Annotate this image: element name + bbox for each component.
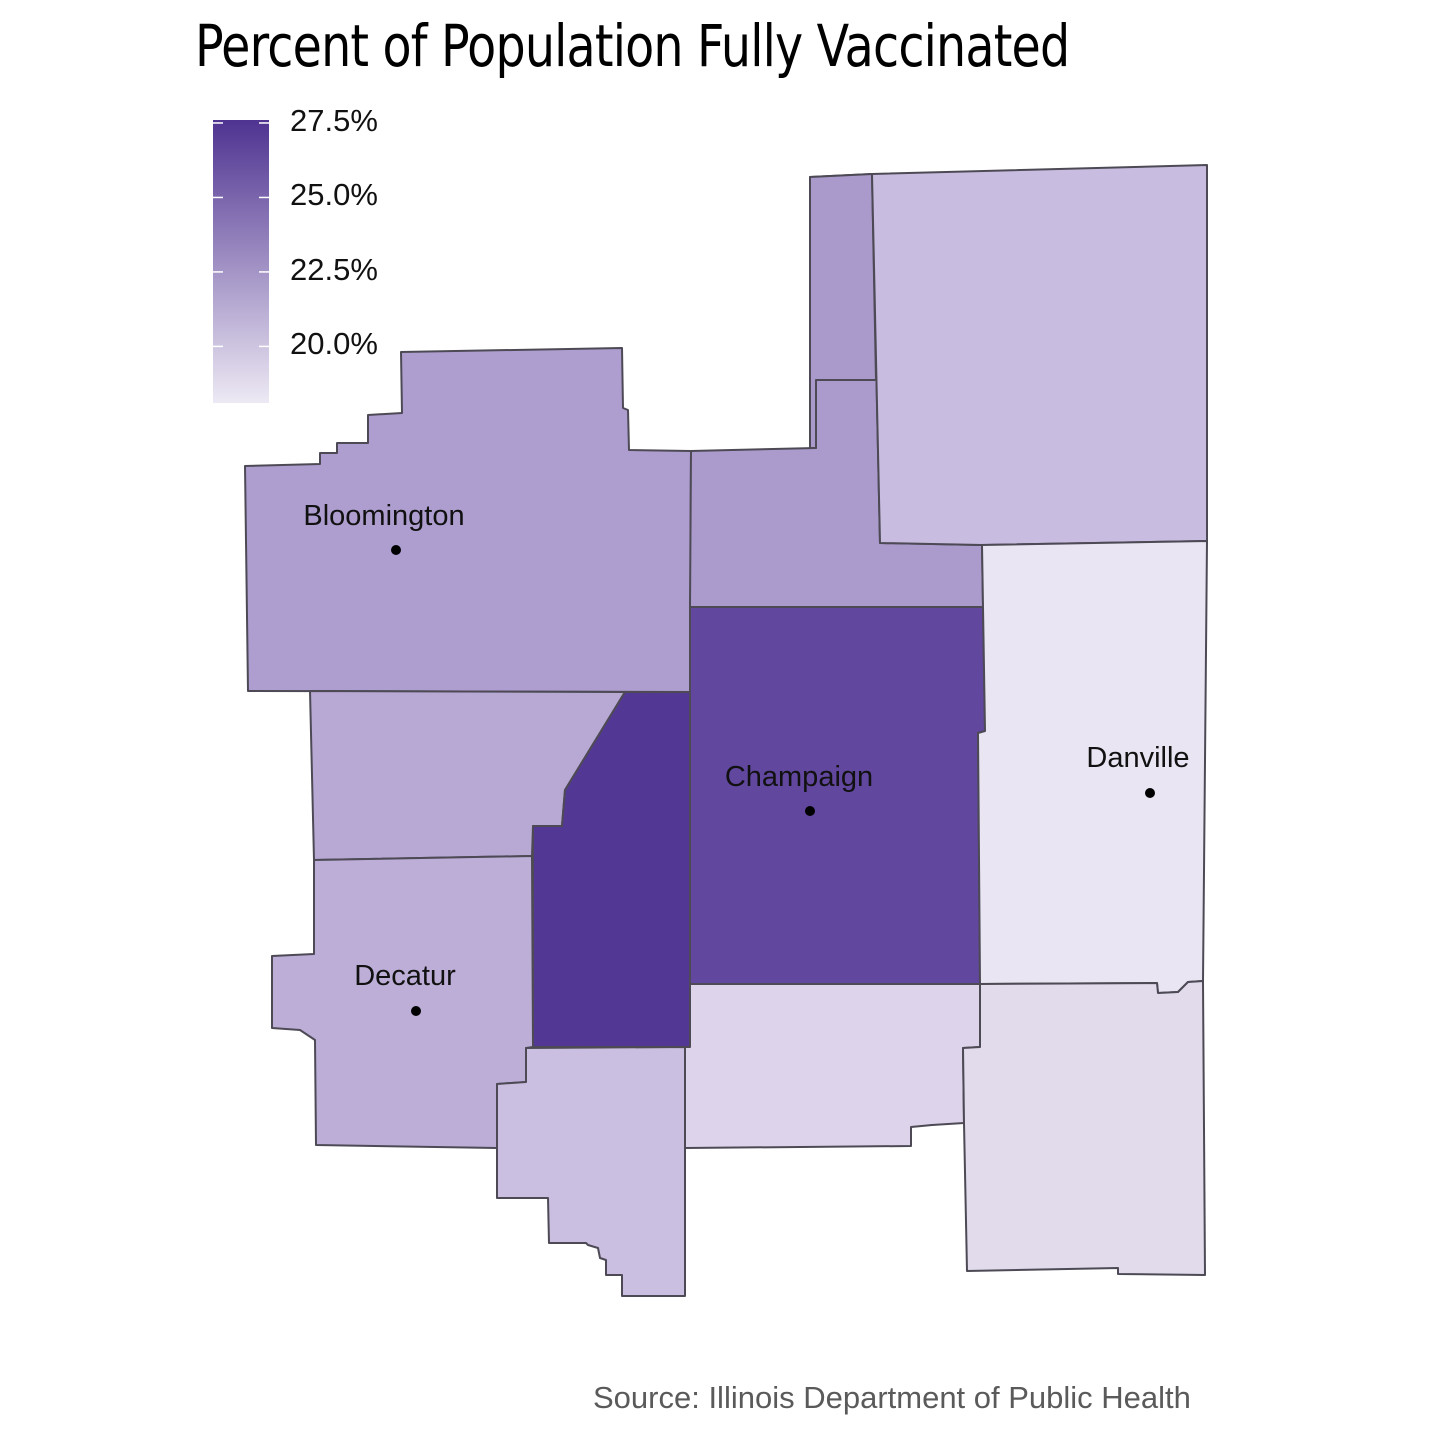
city-marker-danville: [1145, 788, 1155, 798]
city-danville: Danville: [1086, 742, 1190, 798]
city-label-bloomington: Bloomington: [303, 500, 464, 532]
city-marker-champaign: [805, 806, 815, 816]
legend-color-bar: [213, 120, 269, 403]
county-edgar: [962, 980, 1206, 1276]
counties: [244, 164, 1208, 1297]
legend-label-25-0: 25.0%: [290, 177, 378, 213]
county-douglas: [684, 983, 981, 1149]
county-macon: [271, 855, 534, 1149]
county-iroquois: [871, 164, 1208, 546]
map-title: Percent of Population Fully Vaccinated: [195, 12, 1070, 80]
legend-gradient: [213, 120, 269, 403]
source-note: Source: Illinois Department of Public He…: [593, 1380, 1191, 1415]
city-marker-bloomington: [391, 545, 401, 555]
cities: Bloomington Champaign Danville Decatur: [303, 500, 1190, 1016]
city-decatur: Decatur: [354, 960, 456, 1016]
city-label-decatur: Decatur: [354, 960, 456, 992]
legend-label-20-0: 20.0%: [290, 326, 378, 362]
legend-ticks: [213, 122, 269, 348]
county-champaign: [689, 606, 986, 985]
county-moultrie: [496, 1046, 686, 1297]
city-marker-decatur: [411, 1006, 421, 1016]
city-bloomington: Bloomington: [303, 500, 465, 555]
city-label-champaign: Champaign: [725, 761, 873, 793]
legend-label-27-5: 27.5%: [290, 102, 378, 138]
city-label-danville: Danville: [1086, 742, 1189, 774]
city-champaign: Champaign: [725, 761, 873, 816]
legend-label-22-5: 22.5%: [290, 251, 378, 287]
